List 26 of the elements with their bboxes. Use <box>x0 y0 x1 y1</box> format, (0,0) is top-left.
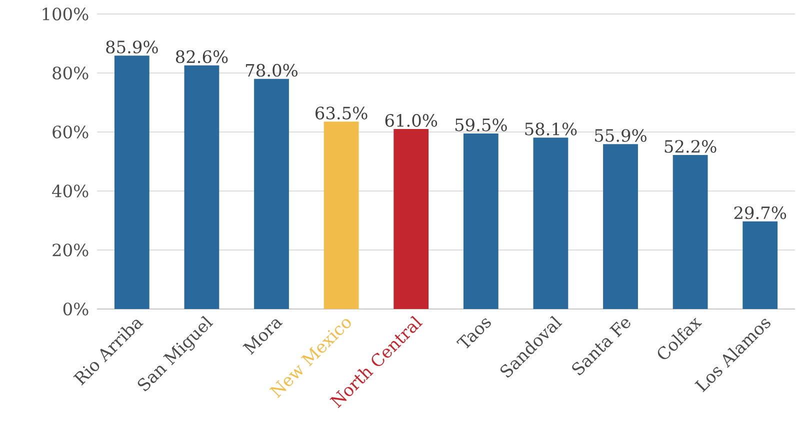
bar <box>533 138 568 309</box>
y-tick-label: 60% <box>52 126 88 138</box>
bar <box>254 78 289 309</box>
data-label: 58.1% <box>525 122 577 136</box>
bar <box>603 144 638 309</box>
data-label: 59.5% <box>455 118 507 132</box>
bar <box>742 221 778 309</box>
bar <box>184 65 220 309</box>
y-tick-label: 20% <box>52 244 88 256</box>
y-tick-label: 80% <box>52 66 88 80</box>
data-label: 78.0% <box>246 64 298 77</box>
data-label: 52.2% <box>664 140 716 153</box>
data-label: 55.9% <box>595 129 646 142</box>
data-label: 63.5% <box>316 106 368 120</box>
data-label: 82.6% <box>176 50 228 64</box>
bar <box>394 129 429 309</box>
y-tick-label: 40% <box>52 184 88 198</box>
bar <box>672 155 708 309</box>
bar <box>324 122 359 309</box>
data-label: 61.0% <box>385 114 438 127</box>
y-tick-label: 0% <box>63 302 88 316</box>
data-label: 29.7% <box>734 206 786 220</box>
bar <box>114 56 150 309</box>
data-label: 85.9% <box>106 40 158 54</box>
bar <box>463 133 498 309</box>
y-tick-label: 100% <box>42 8 88 20</box>
